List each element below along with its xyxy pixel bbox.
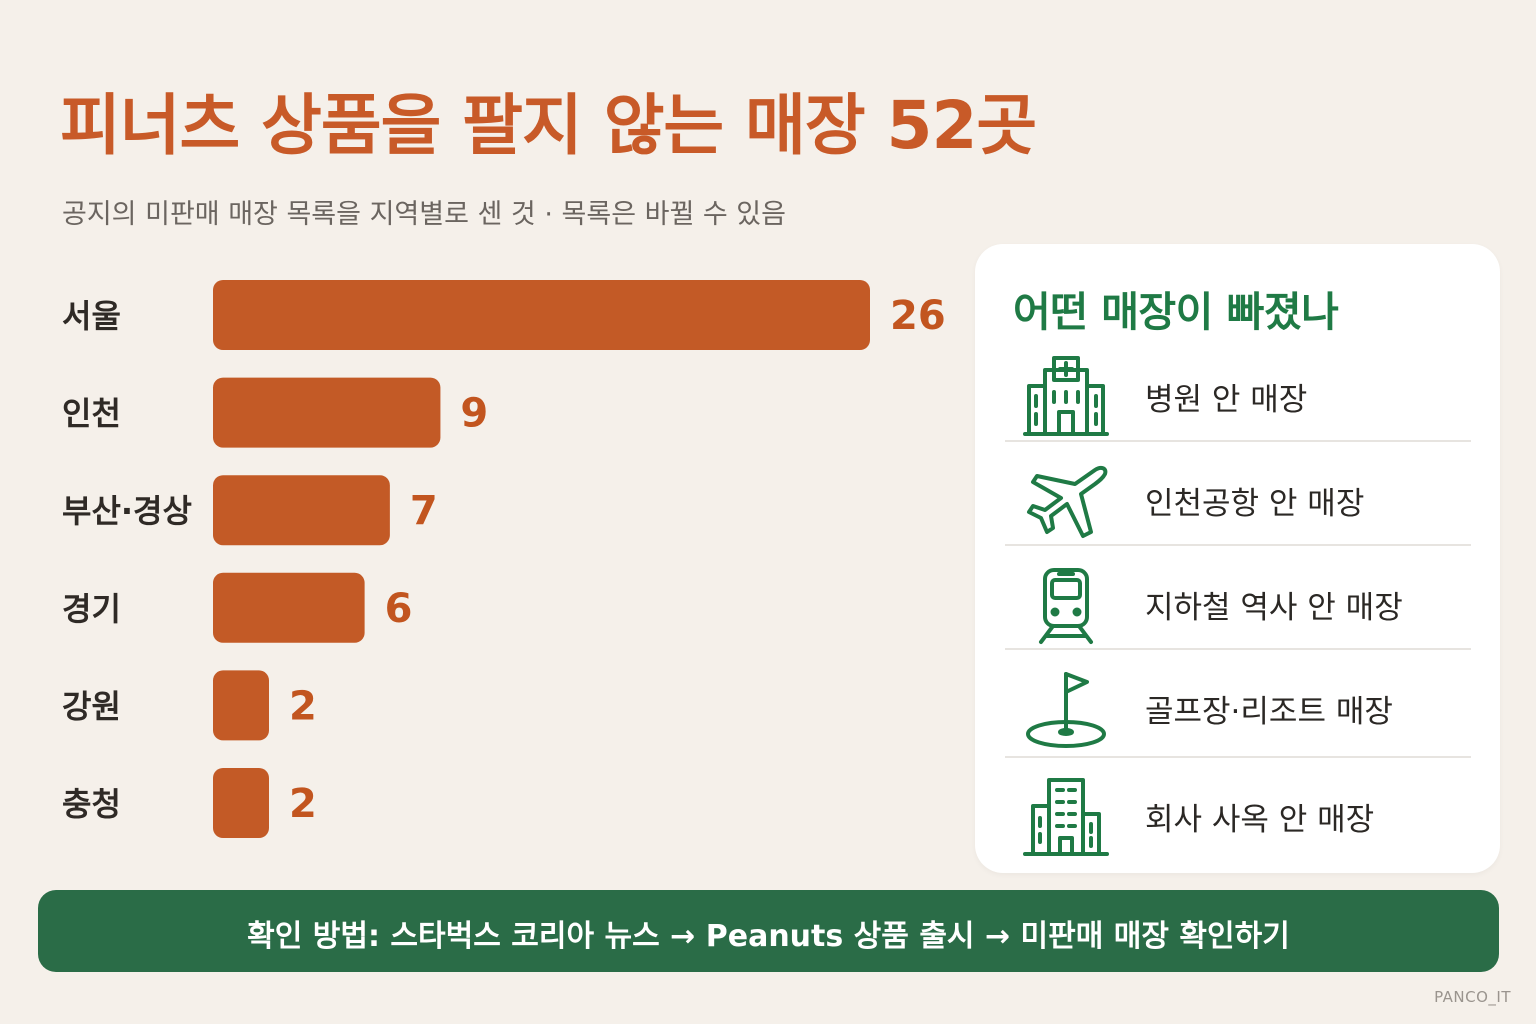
card-item-label: 회사 사옥 안 매장 (1145, 802, 1375, 838)
bar (213, 280, 870, 350)
card-item-label: 인천공항 안 매장 (1145, 486, 1365, 522)
category-label: 경기 (62, 590, 121, 628)
category-label: 서울 (62, 297, 121, 335)
value-label: 26 (890, 293, 946, 339)
card-title: 어떤 매장이 빠졌나 (1013, 288, 1339, 336)
card-item-label: 골프장·리조트 매장 (1145, 694, 1393, 730)
category-label: 강원 (62, 687, 121, 725)
divider (1005, 440, 1471, 442)
office-building-icon (1023, 778, 1109, 856)
divider (1005, 544, 1471, 546)
card-item-subway: 지하철 역사 안 매장 (1005, 550, 1471, 654)
hospital-icon (1023, 356, 1109, 436)
bar (213, 768, 269, 838)
bar (213, 572, 365, 643)
divider (1005, 756, 1471, 758)
bar-chart: 서울 26 인천 9 부산·경상 7 경기 6 강원 2 충청 2 (62, 280, 946, 838)
value-label: 9 (460, 391, 488, 437)
category-label: 충청 (62, 785, 121, 823)
category-label: 부산·경상 (62, 492, 192, 530)
airplane-icon (1027, 465, 1108, 538)
value-label: 2 (289, 781, 317, 827)
card-item-label: 지하철 역사 안 매장 (1145, 590, 1403, 626)
page-subtitle: 공지의 미판매 매장 목록을 지역별로 센 것 · 목록은 바뀔 수 있음 (62, 199, 786, 230)
golf-flag-icon (1026, 672, 1106, 748)
card-item-hospital: 병원 안 매장 (1005, 342, 1471, 446)
card-item-office: 회사 사옥 안 매장 (1005, 762, 1471, 866)
bar (213, 377, 441, 448)
page-title: 피너츠 상품을 팔지 않는 매장 52곳 (60, 87, 1037, 164)
bar (213, 670, 269, 741)
card-item-golf: 골프장·리조트 매장 (1005, 654, 1471, 758)
card-item-airport: 인천공항 안 매장 (1005, 446, 1471, 550)
credit: PANCO_IT (1434, 988, 1511, 1006)
value-label: 6 (385, 586, 413, 632)
footer-text: 확인 방법: 스타벅스 코리아 뉴스 → Peanuts 상품 출시 → 미판매… (247, 919, 1290, 954)
excluded-stores-card: 어떤 매장이 빠졌나 병원 안 매장 인천공항 안 매장 지하철 역사 (975, 244, 1500, 873)
value-label: 7 (410, 488, 438, 534)
subway-train-icon (1039, 568, 1093, 644)
card-item-label: 병원 안 매장 (1145, 382, 1308, 418)
divider (1005, 648, 1471, 650)
category-label: 인천 (62, 395, 121, 433)
value-label: 2 (289, 683, 317, 729)
footer-banner: 확인 방법: 스타벅스 코리아 뉴스 → Peanuts 상품 출시 → 미판매… (38, 890, 1499, 972)
bar (213, 475, 390, 546)
